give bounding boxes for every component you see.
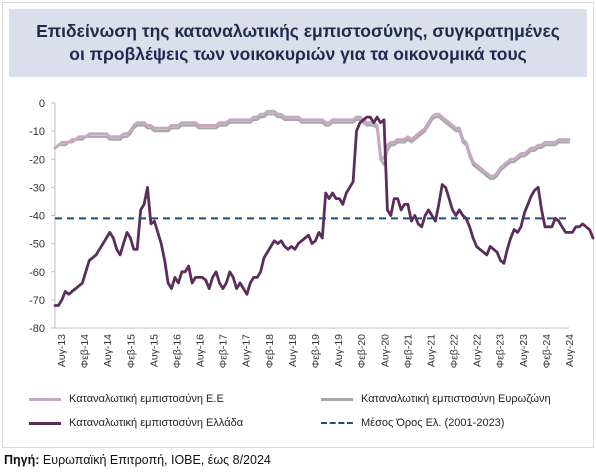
legend-swatch-average — [321, 422, 353, 424]
chart-title: Επιδείνωση της καταναλωτικής εμπιστοσύνη… — [36, 21, 560, 64]
x-tick-label: Αυγ-15 — [148, 334, 160, 367]
legend: Καταναλωτική εμπιστοσύνη Ε.Ε Καταναλωτικ… — [23, 387, 583, 441]
x-tick-label: Φεβ-22 — [449, 334, 461, 368]
y-tick-label: -80 — [29, 323, 45, 335]
source-note: Πηγή: Ευρωπαϊκή Επιτροπή, ΙΟΒΕ, έως 8/20… — [4, 453, 271, 467]
legend-item-average: Μέσος Όρος Ελ. (2001-2023) — [321, 417, 504, 429]
x-tick-label: Αυγ-13 — [56, 334, 68, 367]
x-tick-label: Αυγ-14 — [102, 334, 114, 367]
y-tick-label: -20 — [29, 154, 45, 166]
y-tick-label: 0 — [39, 98, 45, 110]
series-line-greece — [53, 115, 595, 307]
legend-swatch-greece — [29, 421, 61, 425]
x-tick-label: Αυγ-23 — [518, 334, 530, 367]
y-tick-label: -30 — [29, 182, 45, 194]
x-tick-label: Φεβ-23 — [495, 334, 507, 368]
x-tick-label: Αυγ-16 — [195, 334, 207, 367]
x-tick-label: Φεβ-21 — [402, 334, 414, 368]
y-tick-label: -70 — [29, 295, 45, 307]
source-label: Πηγή: — [4, 453, 40, 467]
chart-title-box: Επιδείνωση της καταναλωτικής εμπιστοσύνη… — [9, 9, 587, 77]
legend-label-eurozone: Καταναλωτική εμπιστοσύνη Ευρωζώνη — [361, 393, 551, 405]
x-tick-label: Φεβ-20 — [356, 334, 368, 368]
source-text: Ευρωπαϊκή Επιτροπή, ΙΟΒΕ, έως 8/2024 — [39, 453, 271, 467]
x-tick-label: Αυγ-24 — [564, 334, 576, 367]
line-chart: 0 -10 -20 -30 -40 -50 -60 -70 -80 Αυγ-13 Φεβ-14 Αυγ… — [29, 98, 595, 368]
x-tick-label: Αυγ-17 — [241, 334, 253, 367]
y-tick-label: -10 — [29, 126, 45, 138]
x-tick-label: Αυγ-18 — [287, 334, 299, 367]
legend-swatch-eu — [29, 397, 61, 401]
x-tick-label: Αυγ-22 — [472, 334, 484, 367]
y-tick-label: -60 — [29, 267, 45, 279]
chart-container: Επιδείνωση της καταναλωτικής εμπιστοσύνη… — [2, 2, 595, 448]
y-tick-label: -40 — [29, 211, 45, 223]
series-line-eu — [53, 109, 571, 178]
legend-label-greece: Καταναλωτική εμπιστοσύνη Ελλάδα — [69, 417, 244, 429]
legend-swatch-eurozone — [321, 397, 353, 401]
legend-item-eurozone: Καταναλωτική εμπιστοσύνη Ευρωζώνη — [321, 393, 551, 405]
x-tick-label: Φεβ-16 — [171, 334, 183, 368]
y-tick-label: -50 — [29, 239, 45, 251]
x-tick-label: Φεβ-19 — [310, 334, 322, 368]
legend-item-greece: Καταναλωτική εμπιστοσύνη Ελλάδα — [29, 417, 243, 429]
x-tick-label: Αυγ-20 — [379, 334, 391, 367]
x-tick-label: Αυγ-19 — [333, 334, 345, 367]
legend-label-eu: Καταναλωτική εμπιστοσύνη Ε.Ε — [69, 393, 224, 405]
x-tick-label: Φεβ-14 — [79, 334, 91, 368]
x-tick-label: Φεβ-15 — [125, 334, 137, 368]
x-tick-label: Φεβ-18 — [264, 334, 276, 368]
series-line-eurozone — [53, 113, 571, 180]
x-tick-label: Φεβ-17 — [218, 334, 230, 368]
legend-label-average: Μέσος Όρος Ελ. (2001-2023) — [361, 417, 505, 429]
x-tick-label: Αυγ-21 — [425, 334, 437, 367]
x-tick-label: Φεβ-24 — [541, 334, 553, 368]
legend-item-eu: Καταναλωτική εμπιστοσύνη Ε.Ε — [29, 393, 224, 405]
